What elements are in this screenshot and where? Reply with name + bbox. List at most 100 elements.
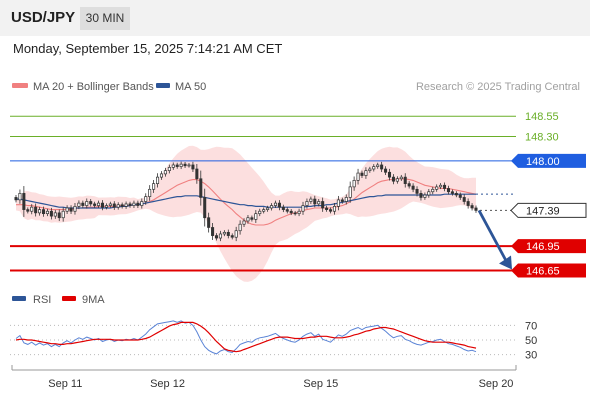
pivot-level-label: 148.00: [526, 156, 560, 168]
candle: [352, 180, 356, 188]
ma50-line: [16, 193, 476, 209]
x-tick-label: Sep 12: [150, 378, 185, 390]
rsi-legend-label: RSI: [33, 294, 51, 306]
target-level-label: 148.30: [525, 132, 559, 144]
rsi-ma-legend-swatch: [62, 296, 76, 301]
candle: [195, 168, 199, 180]
candle: [14, 197, 18, 201]
candle: [446, 188, 450, 193]
rsi-tick-label: 70: [525, 320, 537, 332]
candle: [163, 170, 167, 175]
bollinger-band-layer: [16, 145, 476, 282]
time-axis: Sep 11 Sep 12 Sep 15 Sep 20: [11, 365, 517, 390]
candle: [128, 203, 132, 206]
candle: [116, 204, 120, 208]
ma50-legend-label: MA 50: [175, 81, 206, 93]
candle: [439, 184, 443, 188]
candle: [226, 231, 230, 236]
candle: [242, 220, 246, 225]
candle: [368, 168, 372, 171]
support-level-tag: [511, 239, 586, 254]
candle: [211, 227, 215, 236]
candle: [332, 206, 336, 212]
forecast-arrow-head: [499, 255, 512, 270]
candle: [179, 163, 183, 167]
candle: [277, 202, 281, 208]
candle: [124, 203, 128, 207]
candle: [281, 206, 285, 210]
candle: [325, 207, 329, 210]
candle: [423, 194, 427, 198]
candle: [49, 210, 53, 217]
candle: [403, 176, 407, 184]
support-level-label: 146.95: [526, 241, 560, 253]
candle: [435, 186, 439, 190]
candle: [167, 167, 171, 171]
candle: [285, 209, 289, 212]
candle: [305, 201, 309, 206]
ma50-legend-swatch: [156, 83, 170, 88]
candle: [450, 191, 454, 194]
candle: [104, 205, 108, 208]
candle: [407, 183, 411, 187]
rsi-gridlines: 70 50 30: [10, 320, 537, 362]
source-credit: Research © 2025 Trading Central: [416, 81, 580, 93]
candle: [132, 202, 136, 206]
candle: [100, 202, 105, 208]
candle: [376, 164, 380, 167]
ma20-legend-swatch: [12, 83, 28, 88]
candle: [454, 193, 458, 196]
candle: [387, 171, 392, 178]
last-price-tag: [510, 202, 587, 218]
candle: [69, 207, 73, 212]
last-price-label: 147.39: [526, 205, 560, 217]
candle: [356, 172, 360, 181]
candle: [340, 199, 344, 202]
candle: [427, 191, 431, 196]
candle: [222, 231, 226, 235]
candle: [183, 163, 187, 167]
candle: [30, 206, 34, 212]
candle: [470, 205, 474, 209]
timeframe-badge[interactable]: 30 MIN: [80, 7, 130, 30]
candle: [289, 210, 293, 214]
candle: [136, 202, 140, 206]
candle: [207, 217, 211, 228]
candle: [77, 202, 81, 207]
candle: [313, 198, 317, 205]
candle: [45, 210, 49, 215]
candle: [262, 209, 266, 212]
candle: [120, 204, 124, 207]
candle: [73, 206, 77, 212]
candle: [97, 202, 101, 206]
support-level-tag: [511, 263, 586, 278]
x-tick-label: Sep 11: [48, 378, 82, 390]
candle: [34, 206, 38, 214]
bollinger-band: [16, 145, 476, 282]
forecast-arrow-layer: [477, 209, 512, 270]
candle: [419, 193, 423, 198]
candle: [148, 188, 152, 197]
candle: [156, 176, 160, 184]
ma20-line: [16, 178, 477, 226]
x-tick-label: Sep 20: [479, 378, 514, 390]
target-level-label: 148.55: [525, 111, 559, 123]
candle: [372, 166, 376, 170]
candle: [42, 209, 46, 215]
candle: [329, 209, 333, 212]
rsi-tick-label: 30: [525, 350, 537, 362]
candle: [203, 197, 207, 219]
candle: [22, 193, 26, 210]
candlestick-layer: [14, 161, 478, 242]
candle: [474, 207, 478, 211]
candle: [297, 210, 301, 215]
candle: [61, 210, 65, 219]
candle: [53, 212, 57, 217]
candle: [191, 164, 195, 170]
candle: [273, 202, 278, 206]
candle: [230, 235, 234, 238]
candle: [57, 212, 61, 219]
candle: [415, 188, 419, 194]
rsi-lines: [15, 320, 477, 355]
